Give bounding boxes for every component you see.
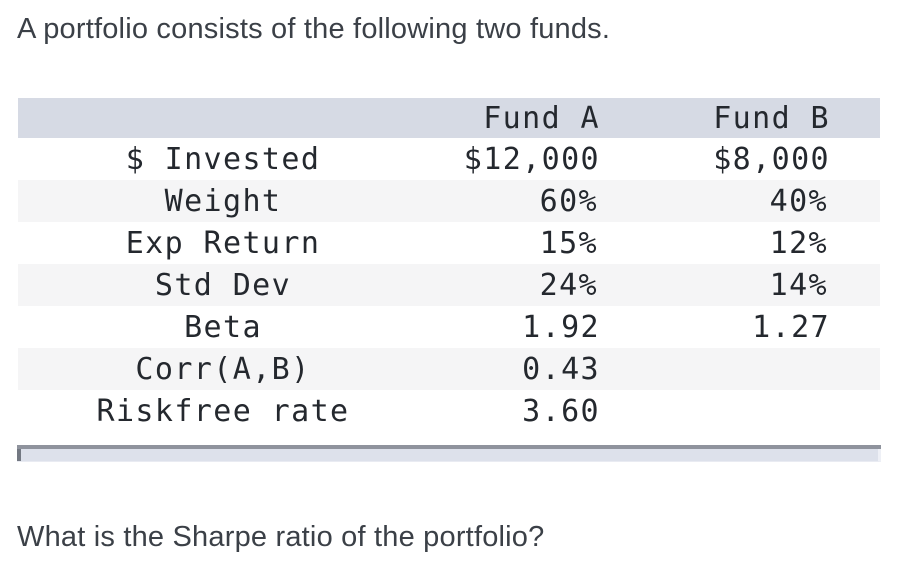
scrollbar-left-cap: [17, 449, 21, 461]
question-prompt: What is the Sharpe ratio of the portfoli…: [17, 521, 545, 553]
fund-a-value: 24%: [539, 267, 598, 303]
spacer-cell: [830, 180, 880, 222]
spacer-cell: [830, 222, 880, 264]
fund-a-value: 1.92: [522, 309, 600, 345]
row-label: Riskfree rate: [96, 393, 350, 429]
spacer-cell: [830, 98, 880, 138]
spacer-cell: [830, 390, 880, 432]
fund-b-value: [600, 390, 830, 432]
scrollbar-track[interactable]: [17, 449, 881, 462]
fund-b-value: 40%: [769, 183, 828, 219]
table-row-exp-return: Exp Return 15% 12%: [18, 222, 880, 264]
column-header-fund-a: Fund A: [483, 100, 600, 136]
fund-b-value: 1.27: [752, 309, 830, 345]
table-row-weight: Weight 60% 40%: [18, 180, 880, 222]
table-row-correlation: Corr(A,B) 0.43: [18, 348, 880, 390]
row-label: Weight: [164, 183, 282, 219]
row-label: $ Invested: [125, 141, 321, 177]
spacer-cell: [830, 138, 880, 180]
fund-a-value: 3.60: [522, 393, 600, 429]
funds-table-container: Fund A Fund B $ Invested $12,000 $8,000 …: [18, 98, 880, 432]
row-label: Exp Return: [125, 225, 321, 261]
table-row-beta: Beta 1.92 1.27: [18, 306, 880, 348]
table-row-std-dev: Std Dev 24% 14%: [18, 264, 880, 306]
fund-b-value: [600, 348, 830, 390]
fund-b-value: 12%: [769, 225, 828, 261]
table-row-invested: $ Invested $12,000 $8,000: [18, 138, 880, 180]
row-label: Beta: [184, 309, 262, 345]
fund-a-value: 60%: [539, 183, 598, 219]
question-intro: A portfolio consists of the following tw…: [17, 13, 611, 45]
table-row-riskfree-rate: Riskfree rate 3.60: [18, 390, 880, 432]
table-header-row: Fund A Fund B: [18, 98, 880, 138]
row-label-header: [18, 98, 428, 138]
row-label: Std Dev: [154, 267, 292, 303]
fund-b-value: 14%: [769, 267, 828, 303]
horizontal-scrollbar[interactable]: [17, 445, 881, 462]
spacer-cell: [830, 264, 880, 306]
fund-a-value: 0.43: [522, 351, 600, 387]
fund-b-value: $8,000: [713, 141, 830, 177]
fund-a-value: $12,000: [463, 141, 600, 177]
spacer-cell: [830, 306, 880, 348]
column-header-fund-b: Fund B: [713, 100, 830, 136]
spacer-cell: [830, 348, 880, 390]
row-label: Corr(A,B): [135, 351, 311, 387]
funds-table: Fund A Fund B $ Invested $12,000 $8,000 …: [18, 98, 880, 432]
fund-a-value: 15%: [539, 225, 598, 261]
